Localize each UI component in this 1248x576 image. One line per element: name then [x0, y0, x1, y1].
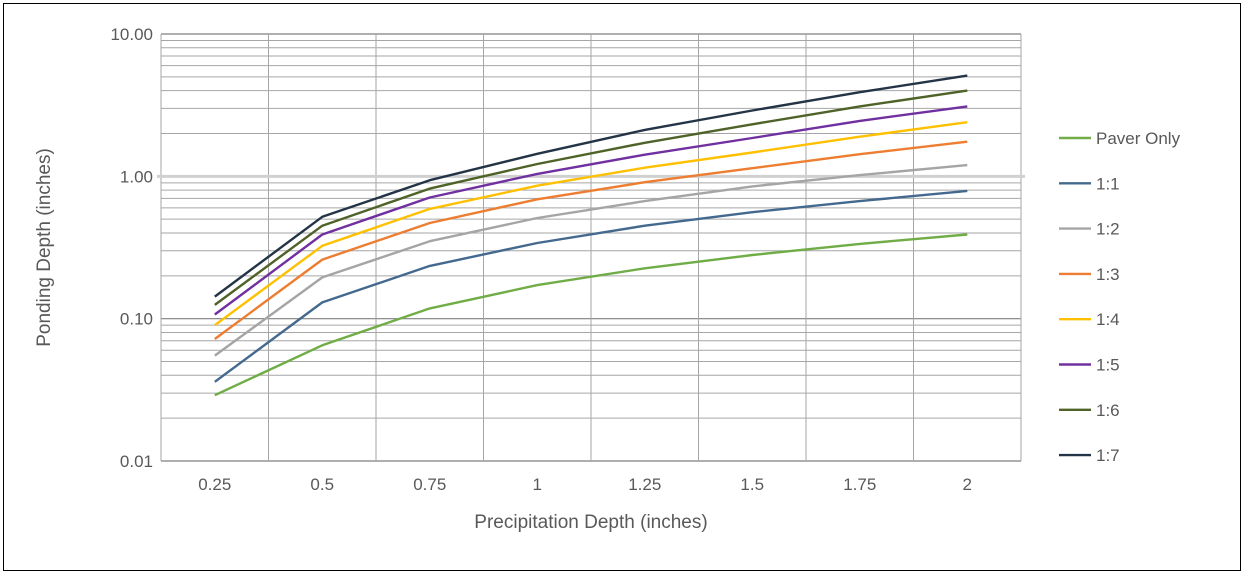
legend-item: 1:1: [1059, 174, 1120, 193]
x-tick-label: 1.75: [843, 475, 876, 494]
series-line-1-4: [214, 121, 968, 327]
y-tick-label: 1.00: [120, 167, 153, 186]
x-axis-title: Precipitation Depth (inches): [474, 512, 707, 533]
series-line-1-6: [214, 89, 968, 306]
y-tick-label: 0.10: [120, 310, 153, 329]
series-line-1-2: [214, 163, 968, 357]
legend-label: 1:6: [1096, 401, 1120, 420]
gridlines: [160, 33, 1022, 462]
series-line-1-1: [214, 189, 968, 383]
x-tick-label: 1: [533, 475, 542, 494]
legend-item: Paver Only: [1059, 129, 1181, 148]
precipitation-ponding-chart: 10.00 1.00 0.10 0.01 0.25 0.5 0.75 1 1.25 1.5 1.75…: [34, 25, 1181, 533]
legend-label: 1:1: [1096, 174, 1120, 193]
legend-label: 1:4: [1096, 310, 1120, 329]
x-tick-label: 1.5: [740, 475, 764, 494]
legend-item: 1:3: [1059, 265, 1120, 284]
y-tick-label: 0.01: [120, 452, 153, 471]
y-axis-title: Ponding Depth (inches): [34, 148, 55, 347]
legend-item: 1:6: [1059, 401, 1120, 420]
chart-frame: 10.00 1.00 0.10 0.01 0.25 0.5 0.75 1 1.25 1.5 1.75…: [3, 3, 1241, 571]
legend-label: Paver Only: [1096, 129, 1181, 148]
legend-item: 1:4: [1059, 310, 1120, 329]
legend-label: 1:3: [1096, 265, 1120, 284]
series-line-1-5: [214, 105, 968, 316]
legend-label: 1:7: [1096, 446, 1120, 465]
legend-item: 1:7: [1059, 446, 1120, 465]
series-line-1-7: [214, 74, 968, 298]
x-tick-label: 0.5: [310, 475, 334, 494]
series-line-1-3: [214, 140, 968, 340]
legend-item: 1:2: [1059, 220, 1120, 239]
x-tick-label: 0.25: [198, 475, 231, 494]
series-line-paver-only: [214, 233, 968, 397]
legend-label: 1:5: [1096, 356, 1120, 375]
x-tick-label: 2: [963, 475, 972, 494]
x-tick-label: 1.25: [628, 475, 661, 494]
x-tick-label: 0.75: [413, 475, 446, 494]
legend-item: 1:5: [1059, 356, 1120, 375]
legend-label: 1:2: [1096, 220, 1120, 239]
legend: Paver Only 1:1 1:2 1:3 1:4 1:5 1:6 1:7: [1059, 129, 1181, 465]
y-tick-label: 10.00: [110, 25, 153, 44]
